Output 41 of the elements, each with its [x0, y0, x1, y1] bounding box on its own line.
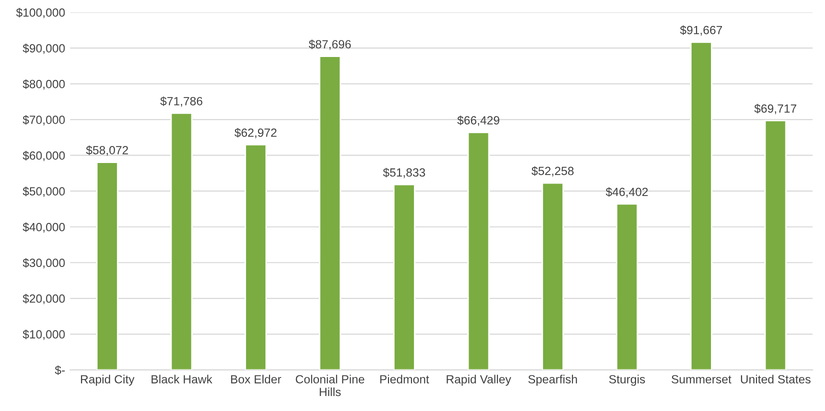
data-label: $71,786 — [160, 96, 202, 107]
x-tick-label: Sturgis — [609, 374, 645, 386]
y-tick-label: $40,000 — [22, 222, 65, 233]
x-tick-label: Spearfish — [528, 374, 577, 386]
x-tick-label: Colonial Pine Hills — [296, 374, 364, 396]
x-tick-label: Black Hawk — [152, 374, 212, 384]
bar — [393, 184, 416, 370]
bar — [690, 41, 712, 370]
bar — [170, 112, 193, 370]
data-label: $69,717 — [754, 104, 796, 114]
bar — [244, 144, 267, 370]
bar — [764, 120, 787, 370]
data-label: $62,972 — [234, 128, 276, 138]
bar — [616, 203, 638, 370]
y-tick-label: $10,000 — [22, 330, 65, 340]
y-tick-label: $60,000 — [22, 150, 65, 162]
x-tick-label: Rapid City — [80, 374, 134, 386]
y-tick-label: $80,000 — [22, 79, 65, 90]
y-tick-label: $50,000 — [22, 186, 65, 197]
y-tick-label: $20,000 — [22, 294, 65, 304]
y-tick-label: $100,000 — [16, 8, 65, 18]
data-label: $87,696 — [308, 40, 351, 50]
y-tick-label: $30,000 — [22, 258, 65, 268]
y-tick-label: $90,000 — [22, 44, 65, 54]
x-tick-label: Piedmont — [380, 374, 430, 384]
data-label: $51,833 — [383, 168, 426, 178]
x-tick-label: Summerset — [672, 375, 732, 384]
x-tick-label: Rapid Valley — [446, 374, 512, 386]
bar — [467, 132, 490, 370]
y-tick-label: $- — [54, 365, 65, 375]
x-tick-label: United States — [740, 374, 811, 384]
x-tick-label: Box Elder — [231, 374, 282, 384]
bar — [318, 56, 342, 370]
bar — [96, 162, 118, 370]
bar — [542, 182, 564, 370]
y-tick-label: $70,000 — [22, 115, 65, 126]
data-label: $46,402 — [606, 187, 648, 198]
data-label: $58,072 — [86, 146, 128, 156]
data-label: $91,667 — [680, 25, 722, 36]
data-label: $66,429 — [457, 116, 500, 126]
data-label: $52,258 — [532, 166, 574, 177]
